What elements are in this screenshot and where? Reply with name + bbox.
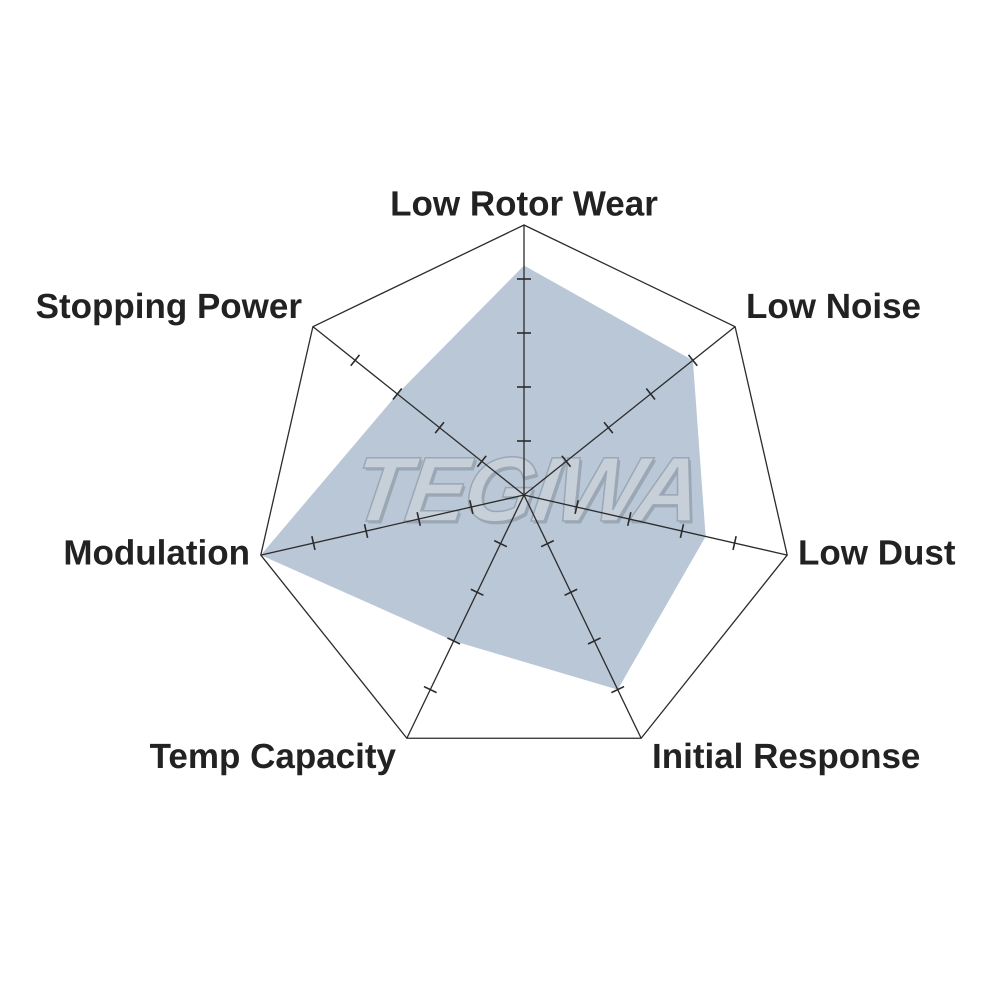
svg-text:Stopping Power: Stopping Power <box>36 287 303 326</box>
svg-text:TEGIWA: TEGIWA <box>346 439 705 541</box>
svg-text:Low Dust: Low Dust <box>798 534 956 573</box>
svg-text:Initial Response: Initial Response <box>652 737 920 776</box>
svg-text:Modulation: Modulation <box>63 534 250 573</box>
svg-text:Temp Capacity: Temp Capacity <box>150 737 397 776</box>
svg-text:Low Noise: Low Noise <box>746 287 921 326</box>
svg-text:Low Rotor Wear: Low Rotor Wear <box>390 184 658 223</box>
